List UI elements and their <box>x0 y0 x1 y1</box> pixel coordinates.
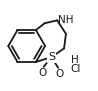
Text: H: H <box>71 55 79 65</box>
Text: Cl: Cl <box>70 64 80 74</box>
Text: O: O <box>55 69 63 79</box>
Text: O: O <box>39 68 47 78</box>
Text: S: S <box>48 52 55 62</box>
Text: NH: NH <box>58 15 74 25</box>
